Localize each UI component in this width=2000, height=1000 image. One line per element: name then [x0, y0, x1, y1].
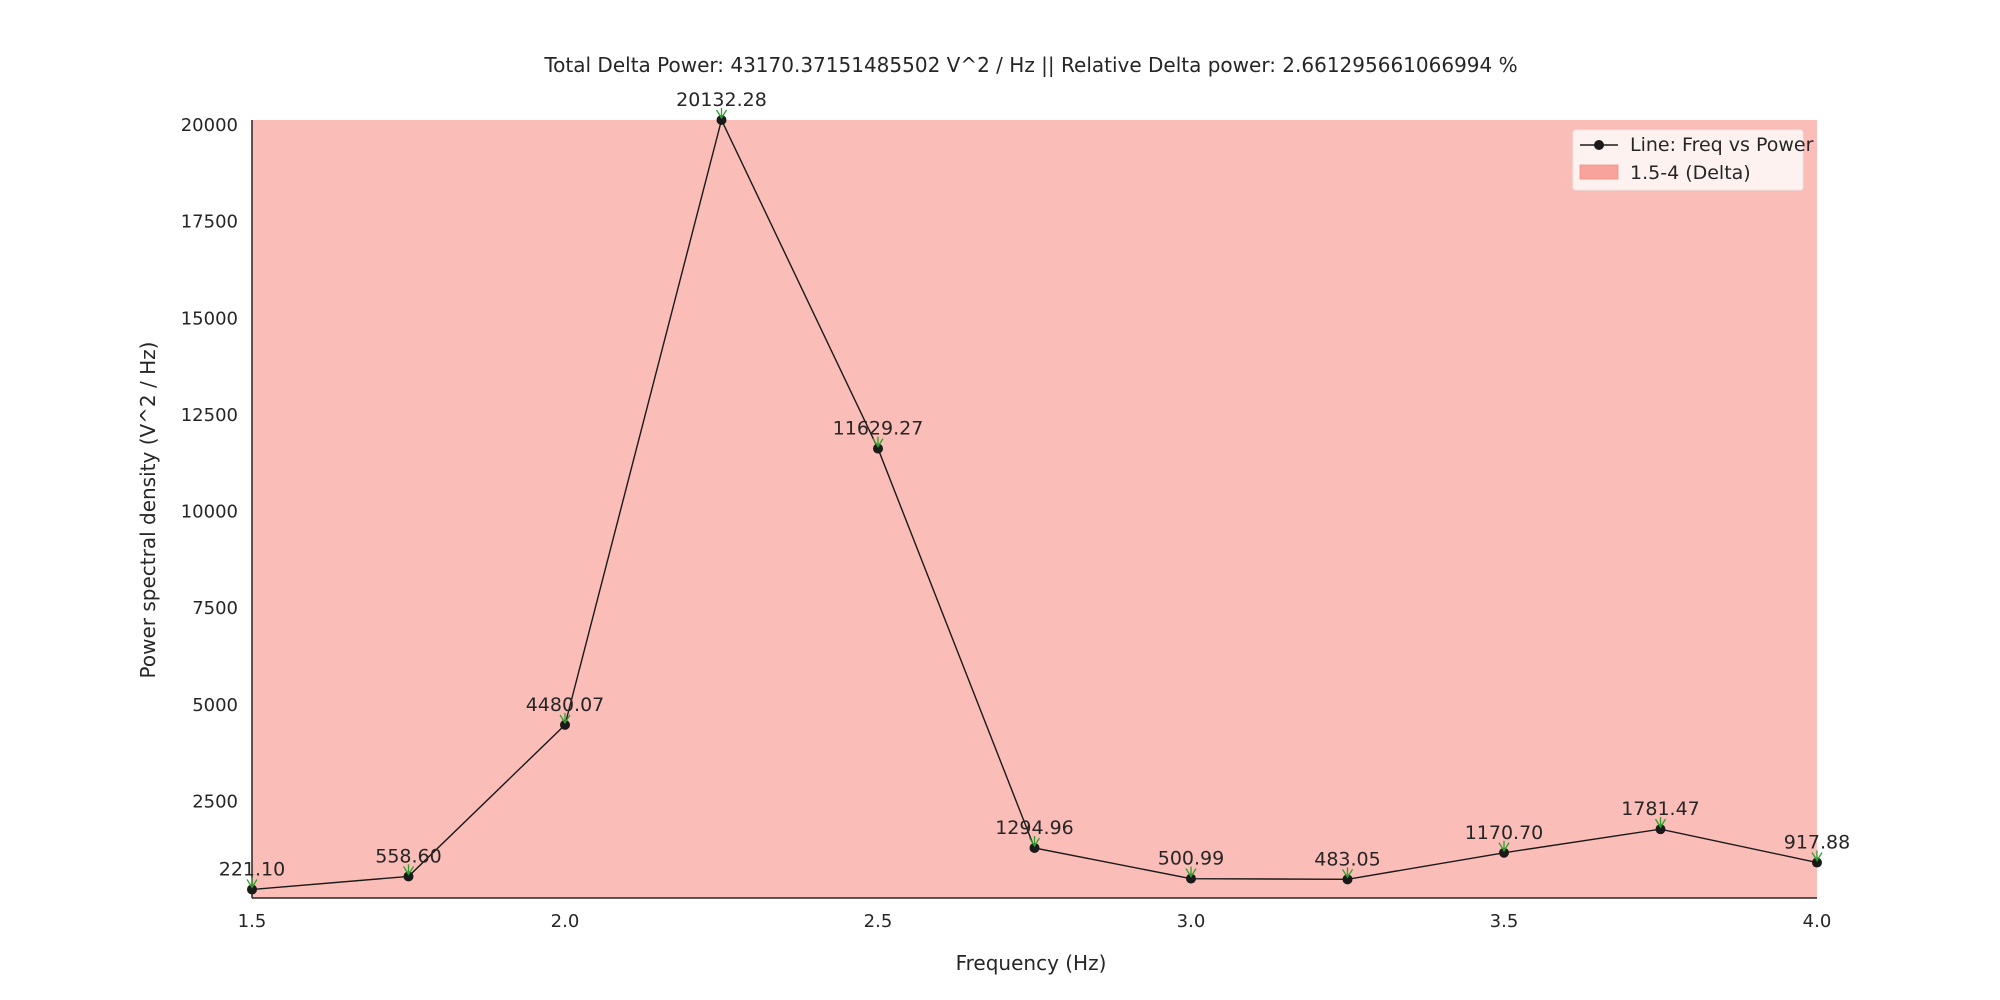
legend: Line: Freq vs Power 1.5-4 (Delta): [1572, 129, 1814, 191]
axes-layer: 1.5 2.0 2.5 3.0 3.5 4.0 2500 5000 7500 10000 12500…: [181, 115, 1832, 932]
data-label: 500.99: [1158, 848, 1224, 870]
y-tick-label: 17500: [181, 212, 238, 233]
y-tick-label: 5000: [192, 695, 238, 716]
data-point: [1812, 857, 1822, 868]
data-label: 221.10: [219, 858, 285, 880]
annotation-arrow: [715, 108, 728, 120]
data-point: [1342, 874, 1353, 885]
legend-series-label: Line: Freq vs Power: [1630, 134, 1814, 156]
x-tick-label: 3.0: [1177, 911, 1206, 932]
delta-band-area: [252, 120, 1817, 898]
data-label: 917.88: [1784, 832, 1850, 854]
annotation-arrow: [872, 436, 884, 448]
annotation-arrow: [246, 877, 258, 889]
data-point: [1499, 847, 1509, 858]
x-tick-label: 3.5: [1490, 911, 1519, 932]
legend-box: [1572, 129, 1804, 191]
data-point: [1029, 842, 1040, 853]
data-point: [1655, 824, 1666, 835]
data-label: 11629.27: [833, 418, 924, 440]
band-layer: [252, 120, 1817, 898]
data-label: 4480.07: [526, 694, 605, 716]
legend-marker-swatch: [1594, 140, 1604, 150]
annotation-arrow: [1028, 835, 1041, 848]
legend-band-label: 1.5-4 (Delta): [1630, 162, 1751, 184]
data-label: 1781.47: [1621, 798, 1700, 820]
data-point: [873, 443, 883, 454]
labels-layer: 221.10 558.60 4480.07 20132.28 11629.27 1294.…: [219, 89, 1850, 889]
x-tick-label: 2.0: [551, 911, 580, 932]
annotation-arrow: [402, 864, 415, 876]
x-axis-title: Frequency (Hz): [956, 951, 1107, 975]
x-tick-label: 1.5: [238, 911, 267, 932]
annotation-arrow: [559, 712, 571, 725]
data-label: 1170.70: [1465, 822, 1544, 844]
annotation-arrow: [1185, 866, 1197, 878]
data-label: 20132.28: [676, 89, 767, 111]
chart-title: Total Delta Power: 43170.37151485502 V^2…: [543, 53, 1517, 77]
data-point: [403, 871, 414, 882]
points-layer: [247, 115, 1822, 895]
legend-band-swatch: [1579, 164, 1619, 180]
x-tick-label: 2.5: [864, 911, 893, 932]
y-tick-label: 2500: [192, 791, 238, 812]
y-tick-label: 7500: [192, 598, 238, 619]
y-tick-label: 20000: [181, 115, 238, 136]
annotation-arrow: [1498, 840, 1510, 852]
data-label: 558.60: [375, 845, 441, 867]
y-tick-label: 15000: [181, 308, 238, 329]
data-label: 483.05: [1314, 848, 1380, 870]
annotation-arrow: [1341, 867, 1354, 879]
y-tick-label: 12500: [181, 405, 238, 426]
data-point: [247, 884, 257, 895]
data-point: [560, 719, 570, 730]
annotation-arrow: [1654, 817, 1667, 829]
data-point: [1186, 873, 1196, 884]
data-label: 1294.96: [995, 817, 1074, 839]
data-point: [716, 115, 727, 125]
y-tick-label: 10000: [181, 502, 238, 523]
y-axis-title: Power spectral density (V^2 / Hz): [136, 342, 160, 679]
annotation-arrow: [1811, 850, 1823, 862]
x-tick-label: 4.0: [1803, 911, 1832, 932]
